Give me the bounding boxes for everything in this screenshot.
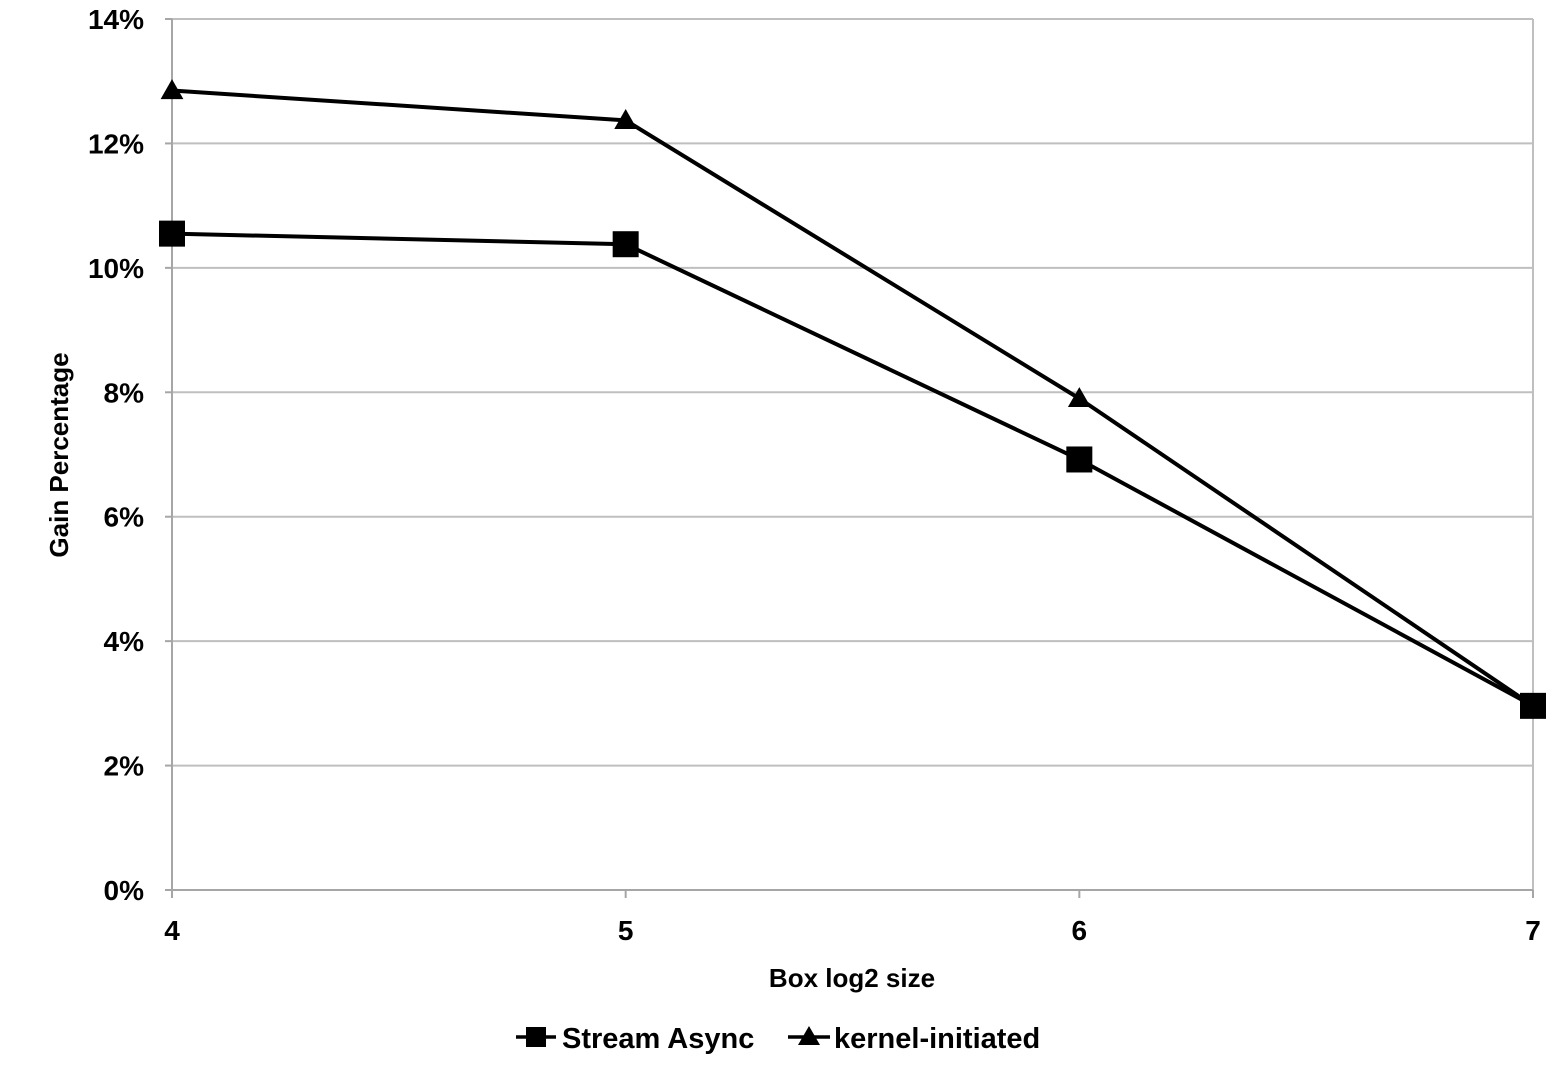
series-line-kernel-initiated: [171, 88, 1535, 708]
legend-label-stream-async: Stream Async: [562, 1023, 754, 1055]
legend-label-kernel-initiated: kernel-initiated: [834, 1023, 1040, 1055]
gridlines: [172, 18, 1534, 890]
data-point-square: [1066, 446, 1093, 473]
x-axis-tick-labels: 4 5 6 7: [164, 915, 1541, 946]
data-point-triangle: [614, 109, 638, 129]
data-point-triangle: [1521, 694, 1545, 715]
data-series: [159, 79, 1546, 719]
y-tick-label: 10%: [88, 253, 144, 284]
x-tick-label: 7: [1525, 915, 1541, 946]
axes: [165, 18, 1534, 898]
data-point-square: [159, 220, 185, 247]
y-tick-label: 4%: [104, 626, 145, 657]
series-kernel-initiated: [160, 79, 1545, 715]
data-point-triangle: [1067, 387, 1091, 408]
legend-item-kernel-initiated: kernel-initiated: [788, 1023, 1040, 1055]
legend-triangle-marker-icon: [798, 1026, 820, 1045]
legend-item-stream-async: Stream Async: [516, 1023, 754, 1055]
y-tick-label: 14%: [88, 4, 144, 35]
legend: Stream Async kernel-initiated: [516, 1023, 1040, 1055]
x-tick-label: 5: [618, 915, 634, 946]
y-tick-label: 2%: [104, 751, 145, 782]
y-axis-tick-labels: 0% 2% 4% 6% 8% 10% 12% 14%: [88, 4, 144, 906]
x-tick-label: 4: [164, 915, 180, 946]
data-point-square: [612, 231, 639, 258]
legend-square-marker-icon: [526, 1027, 546, 1047]
y-tick-label: 8%: [104, 377, 145, 408]
data-point-triangle: [160, 79, 184, 100]
x-tick-label: 6: [1072, 915, 1088, 946]
x-axis-title: Box log2 size: [769, 963, 935, 993]
y-tick-label: 12%: [88, 128, 144, 159]
y-axis-title: Gain Percentage: [44, 352, 74, 557]
y-tick-label: 6%: [104, 502, 145, 533]
y-tick-label: 0%: [104, 875, 145, 906]
series-line-stream-async: [171, 231, 1534, 708]
